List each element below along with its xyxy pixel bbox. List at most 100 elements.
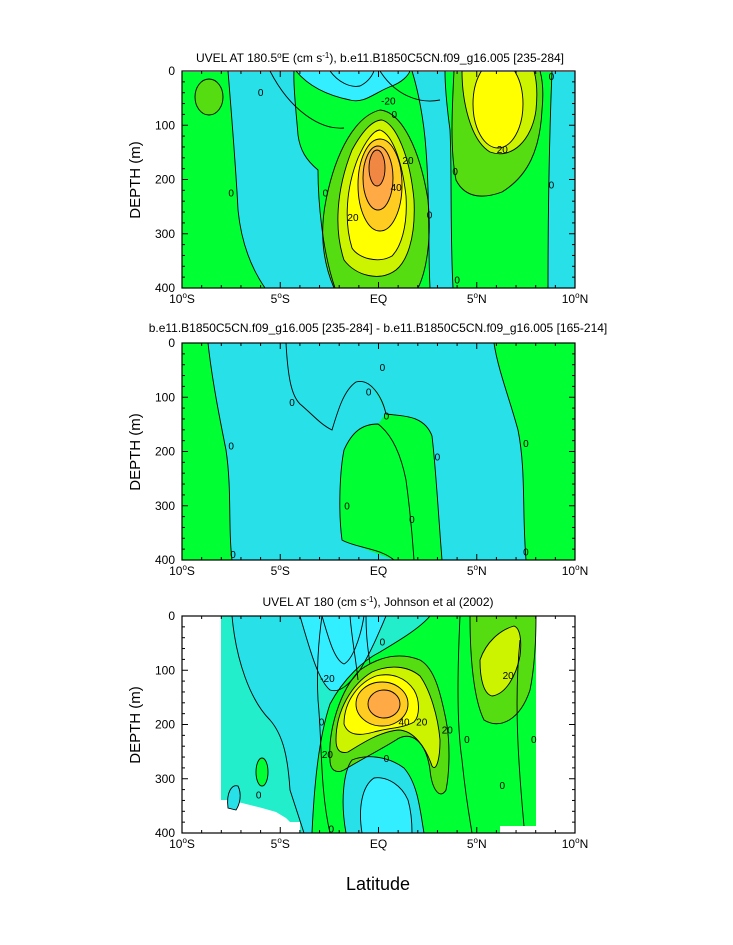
y-tick-label: 100 bbox=[155, 118, 175, 132]
panel-3-ylabel: DEPTH (m) bbox=[127, 686, 144, 764]
y-tick-label: 400 bbox=[155, 281, 175, 295]
contour-label: -20 bbox=[381, 96, 396, 107]
panel-3-contour-field bbox=[221, 616, 537, 833]
contour-label: 0 bbox=[380, 638, 386, 649]
contour-line bbox=[346, 129, 407, 261]
contour-line bbox=[227, 71, 266, 288]
negative-core-inner bbox=[330, 71, 374, 87]
x-tick-label: 10oS bbox=[169, 563, 195, 578]
negative-region-east bbox=[412, 71, 453, 288]
contour-label: 0 bbox=[289, 398, 295, 409]
y-tick-label: 200 bbox=[155, 445, 175, 459]
contour-line bbox=[311, 616, 431, 833]
contour-label: 0 bbox=[549, 72, 555, 83]
panel-3-contour-labels: -20 0 20 40 20 0 0 20 20 0 0 0 0 0 bbox=[256, 638, 537, 836]
x-tick-label: 10oS bbox=[169, 836, 195, 851]
contour-line bbox=[339, 423, 415, 560]
contour-line bbox=[362, 145, 394, 211]
contour-line bbox=[231, 616, 305, 833]
y-tick-label: 100 bbox=[155, 663, 175, 677]
contour-label: 20 bbox=[442, 725, 454, 736]
contour-label: 0 bbox=[228, 442, 234, 453]
contour-line bbox=[367, 689, 401, 719]
y-tick-label: 300 bbox=[155, 772, 175, 786]
panel-1-ylabel: DEPTH (m) bbox=[127, 141, 144, 219]
contour-line bbox=[349, 616, 359, 681]
contour-label: 0 bbox=[258, 88, 264, 99]
contour-line bbox=[194, 78, 224, 116]
contour-line bbox=[343, 674, 419, 735]
y-tick-label: 300 bbox=[155, 499, 175, 513]
contour-label: 0 bbox=[523, 547, 529, 558]
contour-label: 20 bbox=[402, 156, 414, 167]
panel-3-contour-lines bbox=[227, 616, 537, 833]
contour-label: 0 bbox=[391, 110, 397, 121]
contour-line bbox=[516, 639, 525, 827]
contour-label: 0 bbox=[549, 180, 555, 191]
contour-label: 20 bbox=[416, 717, 428, 728]
contour-line bbox=[342, 756, 425, 833]
contour-label: 0 bbox=[384, 754, 390, 765]
contour-label: 0 bbox=[523, 439, 529, 450]
contour-line bbox=[285, 343, 443, 560]
x-tick-label: 5oS bbox=[271, 836, 290, 851]
contour-label: 20 bbox=[347, 213, 359, 224]
contour-line bbox=[461, 71, 538, 155]
contour-label: 0 bbox=[464, 735, 470, 746]
x-tick-label: 5oS bbox=[271, 563, 290, 578]
contour-label: 0 bbox=[228, 189, 234, 200]
contour-line bbox=[411, 71, 431, 288]
panel-2-contour-field bbox=[182, 343, 575, 560]
x-tick-label: EQ bbox=[370, 564, 387, 578]
x-tick-label: 10oN bbox=[562, 836, 588, 851]
x-tick-label: 5oN bbox=[467, 291, 487, 306]
contour-label: 20 bbox=[503, 671, 515, 682]
negative-core-inner bbox=[322, 616, 364, 664]
x-axis-label: Latitude bbox=[346, 874, 410, 894]
negative-core-deep bbox=[360, 777, 412, 833]
contour-label: 0 bbox=[329, 825, 335, 836]
contour-label: 0 bbox=[409, 515, 415, 526]
contour-line bbox=[227, 785, 241, 811]
contour-label: 0 bbox=[427, 210, 433, 221]
contour-line bbox=[335, 666, 441, 768]
panel-1-contour-lines bbox=[194, 71, 553, 288]
contour-line bbox=[355, 681, 409, 727]
contour-label: 0 bbox=[500, 781, 506, 792]
contour-label: 0 bbox=[454, 275, 460, 286]
panel-1: UVEL AT 180.5oE (cm s-1), b.e11.B1850C5C… bbox=[127, 51, 588, 306]
contour-label: 40 bbox=[391, 183, 403, 194]
negative-region-west bbox=[228, 71, 335, 288]
contour-label: 0 bbox=[366, 387, 372, 398]
contour-line bbox=[479, 625, 522, 697]
x-tick-label: 10oS bbox=[169, 291, 195, 306]
contour-line bbox=[357, 138, 403, 232]
contour-label: 0 bbox=[384, 412, 390, 423]
x-tick-label: EQ bbox=[370, 292, 387, 306]
contour-line bbox=[317, 616, 331, 833]
contour-label: 0 bbox=[230, 550, 236, 561]
y-tick-label: 400 bbox=[155, 553, 175, 567]
x-tick-label: 10oN bbox=[562, 291, 588, 306]
contour-label: 0 bbox=[435, 452, 441, 463]
contour-label: 0 bbox=[452, 167, 458, 178]
contour-line bbox=[360, 777, 413, 833]
contour-label: 0 bbox=[323, 189, 329, 200]
contour-line bbox=[457, 616, 473, 833]
y-tick-label: 400 bbox=[155, 826, 175, 840]
contour-label: 40 bbox=[398, 717, 410, 728]
contour-line bbox=[444, 71, 454, 288]
contour-line bbox=[365, 616, 371, 665]
contour-line bbox=[269, 71, 345, 129]
contour-line bbox=[337, 119, 415, 277]
contour-label: 0 bbox=[344, 501, 350, 512]
contour-line bbox=[321, 616, 365, 665]
positive-region-east bbox=[494, 343, 575, 560]
x-tick-label: 5oS bbox=[271, 291, 290, 306]
contour-line bbox=[469, 616, 537, 725]
contour-line bbox=[299, 616, 387, 692]
x-tick-label: 5oN bbox=[467, 563, 487, 578]
positive-region-center-east bbox=[342, 414, 442, 560]
